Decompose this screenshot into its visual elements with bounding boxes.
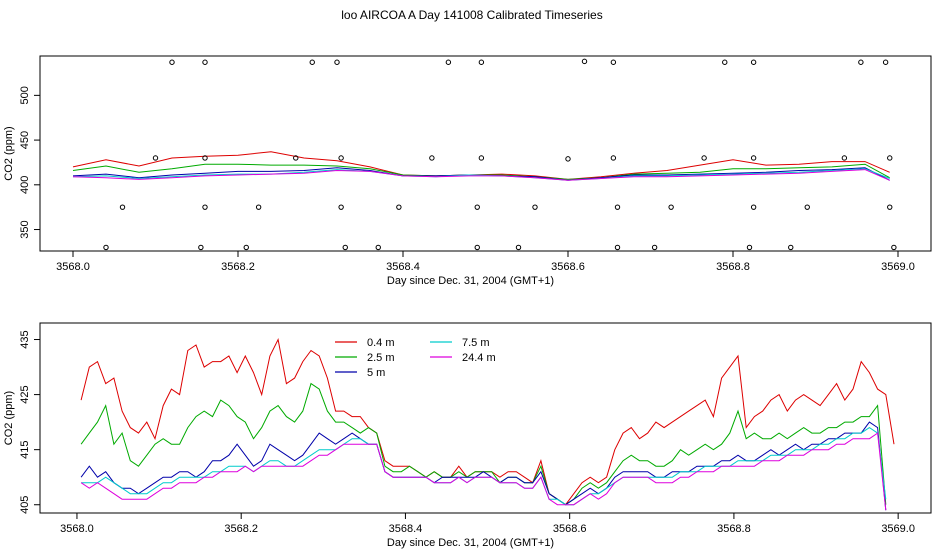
top-data-point — [532, 204, 538, 210]
bottom-y-tick-label: 415 — [19, 440, 31, 458]
top-data-point — [474, 244, 480, 251]
top-data-point — [429, 155, 435, 161]
top-panel: 3568.0 3568.2 3568.4 3568.6 3568.8 3569.0 350 4… — [3, 55, 932, 287]
top-data-point — [614, 244, 621, 251]
top-data-point — [375, 244, 381, 251]
top-data-point — [396, 204, 402, 210]
top-data-point — [169, 59, 175, 65]
top-plot-frame — [39, 55, 932, 252]
top-x-tick-label: 3568.8 — [716, 261, 750, 273]
legend-label-s5: 5 m — [367, 367, 385, 379]
top-data-point — [309, 59, 315, 65]
top-data-point — [891, 244, 897, 251]
top-series-line-s244 — [72, 169, 890, 181]
top-y-tick-label: 500 — [19, 86, 31, 104]
top-data-point — [478, 155, 485, 161]
top-data-point — [334, 59, 340, 65]
top-data-point — [515, 244, 522, 251]
top-data-point — [474, 204, 480, 210]
top-data-point — [610, 155, 617, 161]
bottom-series-line-s25 — [80, 382, 887, 506]
top-data-point — [478, 59, 485, 65]
legend-label-s25: 2.5 m — [367, 352, 395, 364]
top-x-axis-label: Day since Dec. 31, 2004 (GMT+1) — [387, 275, 554, 287]
bottom-series-line-s244 — [80, 432, 887, 511]
top-plot-area — [72, 58, 897, 251]
top-data-point — [581, 58, 588, 65]
top-data-point — [750, 155, 757, 161]
bottom-x-tick-label: 3569.0 — [881, 523, 915, 535]
top-data-point — [610, 59, 617, 65]
bottom-panel: 3568.0 3568.2 3568.4 3568.6 3568.8 3569.0 405 4… — [3, 322, 932, 549]
bottom-series-line-s5 — [80, 421, 887, 511]
top-data-point — [668, 204, 674, 210]
legend-label-s04: 0.4 m — [367, 337, 395, 349]
top-x-tick-label: 3568.2 — [221, 261, 255, 273]
top-data-point — [788, 244, 794, 251]
bottom-x-tick-label: 3568.0 — [60, 523, 94, 535]
top-data-point — [882, 59, 889, 65]
bottom-y-tick-label: 435 — [19, 330, 31, 348]
top-data-point — [342, 244, 348, 251]
bottom-legend: 0.4 m 2.5 m 5 m 7.5 m 24.4 m — [335, 337, 496, 379]
top-y-tick-label: 350 — [19, 220, 31, 238]
top-y-tick-label: 450 — [19, 131, 31, 149]
top-data-point — [202, 59, 208, 65]
bottom-x-tick-label: 3568.2 — [224, 523, 258, 535]
top-y-tick-label: 400 — [19, 176, 31, 194]
bottom-x-tick-label: 3568.4 — [389, 523, 423, 535]
top-data-point — [565, 156, 571, 162]
top-data-point — [202, 155, 208, 161]
top-y-axis-label: CO2 (ppm) — [3, 126, 15, 180]
top-data-point — [887, 204, 893, 210]
top-data-point — [119, 204, 126, 210]
top-data-point — [858, 59, 864, 65]
top-data-point — [202, 204, 208, 210]
top-data-point — [750, 204, 757, 210]
top-x-tick-label: 3568.6 — [551, 261, 585, 273]
top-data-point — [445, 59, 452, 65]
legend-label-s75: 7.5 m — [462, 337, 490, 349]
bottom-y-tick-label: 405 — [19, 496, 31, 514]
bottom-series-line-s04 — [80, 337, 895, 506]
bottom-x-axis-label: Day since Dec. 31, 2004 (GMT+1) — [387, 537, 554, 549]
top-data-point — [722, 59, 728, 65]
figure-title: loo AIRCOA A Day 141008 Calibrated Times… — [341, 8, 602, 22]
top-data-point — [293, 155, 299, 161]
top-data-point — [152, 155, 159, 161]
top-x-tick-label: 3569.0 — [881, 261, 915, 273]
bottom-x-tick-label: 3568.8 — [717, 523, 751, 535]
top-x-tick-label: 3568.0 — [56, 261, 90, 273]
top-data-point — [103, 244, 109, 251]
top-data-point — [255, 204, 262, 210]
top-data-point — [651, 244, 658, 251]
top-data-point — [701, 155, 707, 161]
top-data-point — [887, 155, 893, 161]
top-data-point — [338, 155, 344, 161]
bottom-x-tick-label: 3568.6 — [553, 523, 587, 535]
top-data-point — [841, 155, 848, 161]
top-data-point — [338, 204, 344, 210]
top-x-tick-label: 3568.4 — [386, 261, 420, 273]
legend-label-s244: 24.4 m — [462, 352, 496, 364]
top-data-point — [198, 244, 204, 251]
top-data-point — [750, 59, 757, 65]
top-data-point — [746, 244, 753, 251]
bottom-y-tick-label: 425 — [19, 385, 31, 403]
top-data-point — [614, 204, 621, 210]
top-data-point — [243, 244, 249, 251]
bottom-y-axis-label: CO2 (ppm) — [3, 391, 15, 445]
bottom-plot-area — [80, 337, 895, 511]
top-data-point — [804, 204, 810, 210]
bottom-plot-frame — [39, 322, 932, 514]
